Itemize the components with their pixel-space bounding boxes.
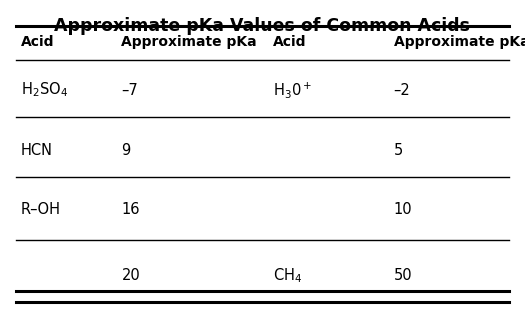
Text: CH$_4$: CH$_4$	[272, 266, 302, 285]
Text: 16: 16	[121, 202, 140, 217]
Text: Approximate pKa: Approximate pKa	[121, 35, 257, 49]
Text: 20: 20	[121, 268, 140, 283]
Text: 10: 10	[394, 202, 412, 217]
Text: Approximate pKa Values of Common Acids: Approximate pKa Values of Common Acids	[55, 17, 470, 35]
Text: H$_2$SO$_4$: H$_2$SO$_4$	[20, 81, 68, 100]
Text: Acid: Acid	[272, 35, 306, 49]
Text: 5: 5	[394, 143, 403, 158]
Text: Approximate pKa: Approximate pKa	[394, 35, 525, 49]
Text: HCN: HCN	[20, 143, 53, 158]
Text: 50: 50	[394, 268, 412, 283]
Text: 9: 9	[121, 143, 131, 158]
Text: –2: –2	[394, 83, 411, 98]
Text: R–OH: R–OH	[20, 202, 60, 217]
Text: –7: –7	[121, 83, 138, 98]
Text: H$_3$0$^+$: H$_3$0$^+$	[272, 80, 312, 100]
Text: Acid: Acid	[20, 35, 54, 49]
